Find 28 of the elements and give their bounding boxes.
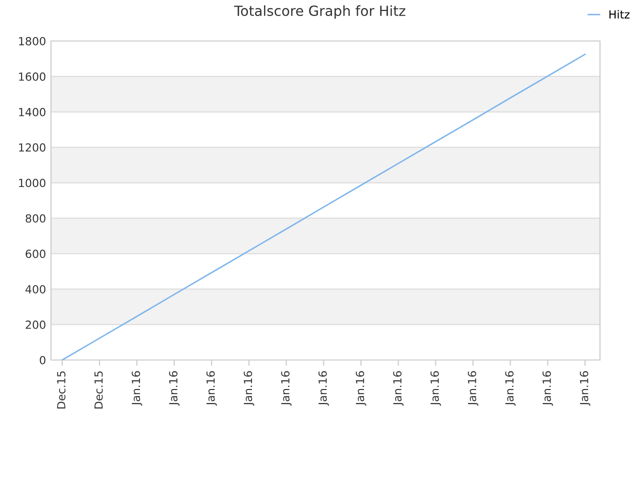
x-tick-label: Jan.16: [281, 371, 292, 406]
x-tick-label: Jan.16: [430, 371, 441, 406]
y-tick-label: 800: [26, 214, 46, 223]
legend-label: Hitz: [609, 10, 630, 18]
x-tick-label: Jan.16: [505, 371, 516, 406]
y-tick-label: 1600: [19, 72, 46, 81]
x-tick-label: Jan.16: [318, 371, 329, 406]
y-tick-label: 600: [26, 250, 46, 258]
chart-title: Totalscore Graph for Hitz: [234, 5, 406, 19]
x-tick-label: Jan.16: [244, 371, 254, 406]
x-tick-label: Jan.16: [206, 371, 217, 406]
y-tick-label: 1000: [19, 178, 46, 188]
x-tick-label: Jan.16: [468, 371, 478, 406]
x-tick-label: Jan.16: [169, 371, 180, 406]
y-tick-label: 400: [25, 285, 46, 294]
y-tick-label: 1200: [19, 143, 46, 152]
x-tick-label: Jan.16: [580, 371, 590, 406]
y-tick-label: 0: [40, 356, 46, 364]
x-tick-label: Dec.15: [94, 371, 103, 408]
y-tick-label: 1800: [19, 36, 46, 46]
x-tick-label: Dec.15: [57, 371, 66, 408]
y-tick-label: 200: [26, 320, 46, 329]
line-series: [62, 54, 586, 360]
x-tick-label: Jan.16: [132, 371, 142, 406]
x-tick-label: Jan.16: [393, 371, 404, 406]
x-tick-label: Jan.16: [542, 371, 554, 406]
x-tick-label: Jan.16: [356, 371, 366, 406]
y-tick-label: 1400: [19, 108, 46, 116]
